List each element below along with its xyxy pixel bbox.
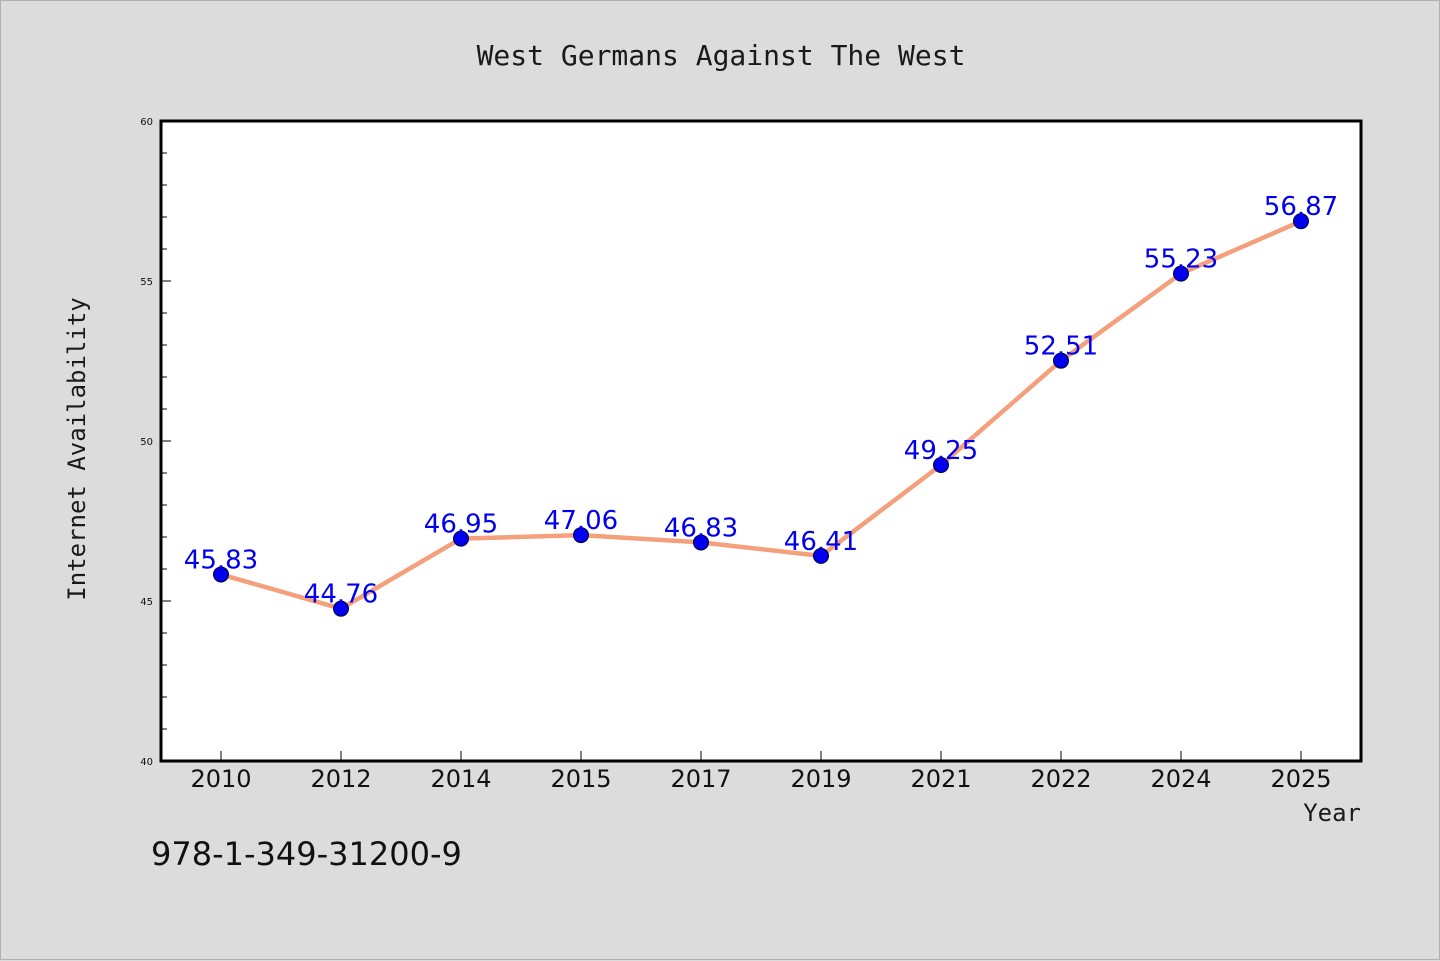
data-point [1053,352,1069,369]
y-tick-label: 55 [140,277,153,288]
x-tick-label: 2017 [670,765,731,793]
data-label: 44.76 [304,580,378,610]
data-point [573,527,589,544]
x-axis-label: Year [1303,799,1361,827]
x-axis: 2010 2012 2014 2015 2017 2019 2021 2022 2024 2025 [190,751,1332,793]
x-tick-label: 2015 [550,765,611,793]
data-label: 45.83 [184,545,258,575]
x-tick-label: 2022 [1030,765,1091,793]
data-point [453,530,469,547]
data-label: 47.06 [544,506,618,536]
x-tick-label: 2025 [1270,765,1331,793]
data-label: 46.83 [664,513,738,543]
x-tick-label: 2010 [190,765,251,793]
series-markers [213,213,1309,617]
data-point [213,566,229,583]
y-axis: 40 45 50 55 60 [140,117,171,768]
data-point [813,547,829,564]
data-label: 56.87 [1264,192,1338,222]
data-point [1173,265,1189,282]
data-point [933,457,949,473]
series-line [218,218,1304,611]
y-tick-label: 45 [140,597,153,608]
chart-title: West Germans Against The West [477,39,966,72]
y-tick-label: 40 [140,757,153,768]
data-label: 46.41 [784,527,858,557]
data-labels: 45.83 44.76 46.95 47.06 46.83 46.41 49.25 52.51… [184,192,1338,610]
data-label: 49.25 [904,436,978,466]
data-label: 55.23 [1144,245,1218,275]
x-tick-label: 2019 [790,765,851,793]
data-label: 52.51 [1024,332,1098,362]
data-point [693,534,709,551]
data-label: 46.95 [424,510,498,540]
x-tick-label: 2012 [310,765,371,793]
data-point [1293,213,1309,230]
plot-area [159,119,1363,763]
x-tick-label: 2014 [430,765,491,793]
data-point [333,600,349,617]
x-tick-label: 2021 [910,765,971,793]
x-tick-label: 2024 [1150,765,1211,793]
y-tick-label: 50 [140,437,153,448]
y-tick-label: 60 [140,117,153,128]
isbn-annotation: 978-1-349-31200-9 [151,835,462,873]
y-axis-label: Internet Availability [63,297,91,600]
